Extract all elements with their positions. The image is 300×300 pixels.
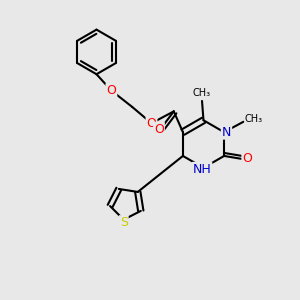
Text: CH₃: CH₃ — [193, 88, 211, 98]
Text: S: S — [120, 216, 128, 229]
Text: O: O — [106, 84, 116, 97]
Text: O: O — [242, 152, 252, 165]
Text: O: O — [154, 123, 164, 136]
Text: O: O — [146, 117, 156, 130]
Text: N: N — [222, 126, 231, 139]
Text: NH: NH — [193, 163, 211, 176]
Text: CH₃: CH₃ — [245, 114, 263, 124]
